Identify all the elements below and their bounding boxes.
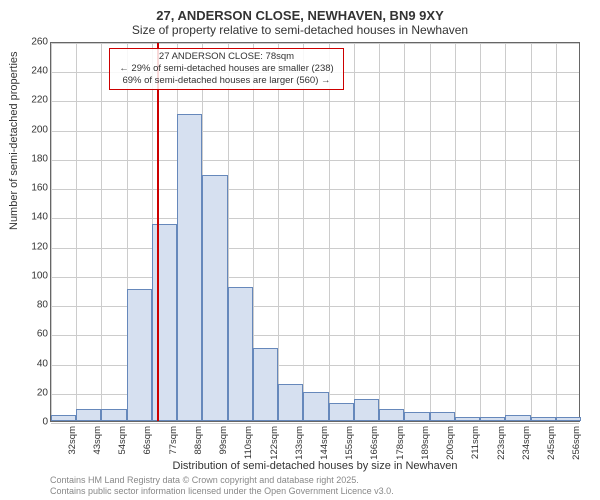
- x-tick-label: 245sqm: [546, 426, 557, 466]
- histogram-bar: [51, 415, 76, 421]
- gridline-v: [379, 43, 380, 421]
- y-tick-label: 80: [20, 300, 48, 311]
- y-tick-label: 60: [20, 329, 48, 340]
- histogram-bar: [556, 417, 581, 421]
- histogram-bar: [329, 403, 354, 421]
- histogram-bar: [101, 409, 126, 421]
- gridline-h: [51, 43, 579, 44]
- y-tick-label: 200: [20, 124, 48, 135]
- gridline-v: [101, 43, 102, 421]
- gridline-v: [455, 43, 456, 421]
- histogram-bar: [228, 287, 253, 421]
- x-tick-label: 133sqm: [294, 426, 305, 466]
- x-tick-label: 234sqm: [521, 426, 532, 466]
- gridline-v: [404, 43, 405, 421]
- histogram-bar: [430, 412, 455, 421]
- x-tick-label: 200sqm: [445, 426, 456, 466]
- y-tick-label: 0: [20, 417, 48, 428]
- gridline-v: [76, 43, 77, 421]
- histogram-bar: [177, 114, 202, 421]
- y-tick-label: 120: [20, 241, 48, 252]
- y-tick-label: 240: [20, 66, 48, 77]
- histogram-bar: [505, 415, 530, 421]
- y-axis-label: Number of semi-detached properties: [8, 51, 20, 230]
- gridline-h: [51, 277, 579, 278]
- y-tick-label: 100: [20, 270, 48, 281]
- gridline-h: [51, 101, 579, 102]
- gridline-h: [51, 189, 579, 190]
- gridline-v: [556, 43, 557, 421]
- annotation-line-1: 27 ANDERSON CLOSE: 78sqm: [114, 51, 339, 63]
- x-tick-label: 88sqm: [193, 426, 204, 466]
- gridline-v: [303, 43, 304, 421]
- x-tick-label: 189sqm: [420, 426, 431, 466]
- gridline-v: [531, 43, 532, 421]
- histogram-bar: [303, 392, 328, 421]
- x-tick-label: 32sqm: [67, 426, 78, 466]
- chart-title-main: 27, ANDERSON CLOSE, NEWHAVEN, BN9 9XY: [8, 8, 592, 23]
- gridline-v: [480, 43, 481, 421]
- attribution: Contains HM Land Registry data © Crown c…: [50, 475, 394, 497]
- gridline-h: [51, 248, 579, 249]
- gridline-v: [505, 43, 506, 421]
- annotation-line-3: 69% of semi-detached houses are larger (…: [114, 75, 339, 87]
- histogram-bar: [480, 417, 505, 421]
- y-tick-label: 160: [20, 183, 48, 194]
- x-tick-label: 256sqm: [571, 426, 582, 466]
- x-tick-label: 223sqm: [496, 426, 507, 466]
- x-tick-label: 43sqm: [92, 426, 103, 466]
- y-tick-label: 20: [20, 387, 48, 398]
- y-tick-label: 260: [20, 37, 48, 48]
- histogram-bar: [379, 409, 404, 421]
- histogram-bar: [278, 384, 303, 421]
- x-tick-label: 54sqm: [117, 426, 128, 466]
- gridline-v: [329, 43, 330, 421]
- x-tick-label: 166sqm: [369, 426, 380, 466]
- marker-line: [157, 43, 159, 421]
- gridline-v: [278, 43, 279, 421]
- gridline-h: [51, 160, 579, 161]
- gridline-h: [51, 423, 579, 424]
- histogram-bar: [127, 289, 152, 421]
- x-tick-label: 155sqm: [344, 426, 355, 466]
- gridline-v: [51, 43, 52, 421]
- chart-title-sub: Size of property relative to semi-detach…: [8, 23, 592, 37]
- gridline-v: [430, 43, 431, 421]
- x-tick-label: 211sqm: [470, 426, 481, 466]
- x-tick-label: 178sqm: [395, 426, 406, 466]
- histogram-bar: [455, 417, 480, 421]
- gridline-h: [51, 131, 579, 132]
- annotation-box: 27 ANDERSON CLOSE: 78sqm ← 29% of semi-d…: [109, 48, 344, 90]
- gridline-h: [51, 218, 579, 219]
- y-tick-label: 220: [20, 95, 48, 106]
- histogram-bar: [531, 417, 556, 421]
- attribution-line-2: Contains public sector information licen…: [50, 486, 394, 497]
- histogram-bar: [76, 409, 101, 421]
- x-tick-label: 122sqm: [269, 426, 280, 466]
- histogram-bar: [202, 175, 227, 421]
- y-tick-label: 180: [20, 153, 48, 164]
- x-tick-label: 77sqm: [168, 426, 179, 466]
- plot-area: 27 ANDERSON CLOSE: 78sqm ← 29% of semi-d…: [50, 42, 580, 422]
- annotation-line-2: ← 29% of semi-detached houses are smalle…: [114, 63, 339, 75]
- y-tick-label: 40: [20, 358, 48, 369]
- attribution-line-1: Contains HM Land Registry data © Crown c…: [50, 475, 394, 486]
- x-tick-label: 110sqm: [243, 426, 254, 466]
- histogram-bar: [152, 224, 177, 421]
- x-tick-label: 99sqm: [218, 426, 229, 466]
- gridline-v: [354, 43, 355, 421]
- x-tick-label: 66sqm: [142, 426, 153, 466]
- histogram-bar: [354, 399, 379, 421]
- histogram-bar: [404, 412, 429, 421]
- x-tick-label: 144sqm: [319, 426, 330, 466]
- histogram-bar: [253, 348, 278, 421]
- chart-container: 27, ANDERSON CLOSE, NEWHAVEN, BN9 9XY Si…: [0, 0, 600, 500]
- y-tick-label: 140: [20, 212, 48, 223]
